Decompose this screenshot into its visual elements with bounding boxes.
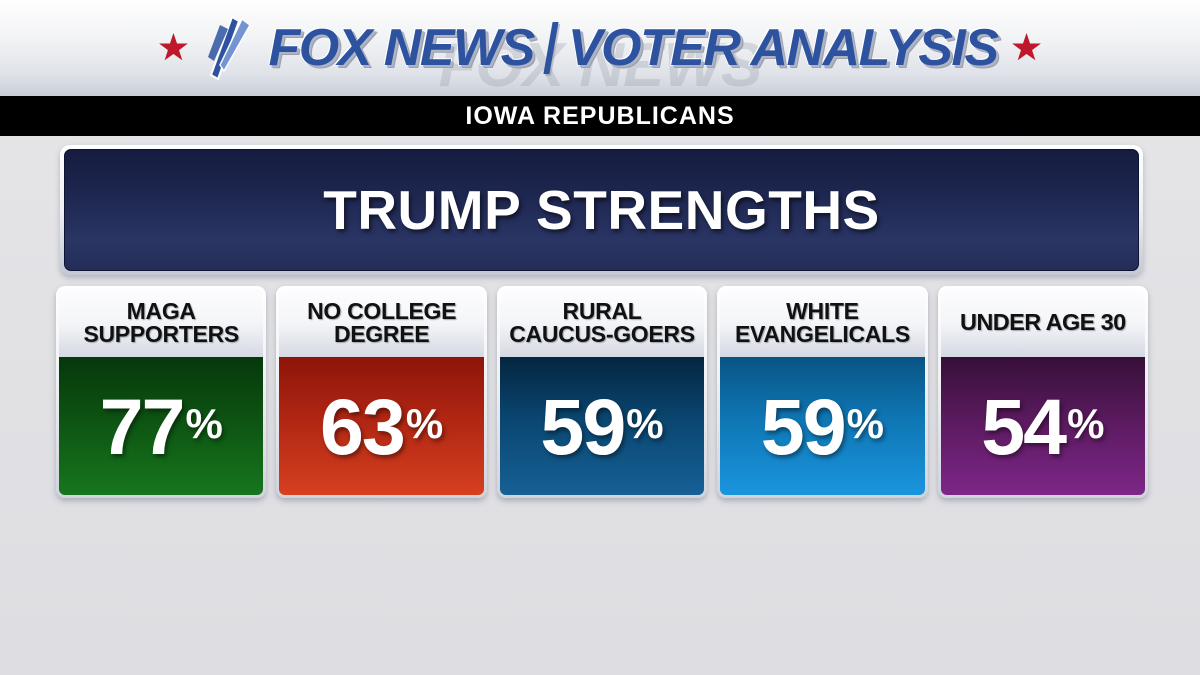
- stat-card-row: MAGA SUPPORTERS 77 % NO COLLEGE DEGREE 6…: [56, 286, 1149, 498]
- stat-card-label: UNDER AGE 30: [940, 289, 1146, 357]
- stat-card: RURAL CAUCUS-GOERS 59 %: [496, 286, 708, 498]
- percent-symbol: %: [846, 400, 885, 447]
- stat-label-line1: WHITE: [786, 297, 859, 324]
- title-panel: TRUMP STRENGTHS: [60, 145, 1143, 275]
- fox-news-logo-bar: FOX NEWS FOX NEWS VOTER ANALYSIS: [0, 0, 1200, 96]
- logo-content: FOX NEWS VOTER ANALYSIS: [0, 0, 1200, 96]
- stat-value: 63: [319, 381, 406, 471]
- stat-value: 77: [99, 381, 186, 471]
- logo-divider: [543, 22, 559, 74]
- stat-label-line2: DEGREE: [333, 321, 430, 347]
- percent-symbol: %: [626, 400, 664, 447]
- stat-card-label: NO COLLEGE DEGREE: [279, 289, 484, 357]
- stat-card-value: 77 %: [59, 357, 264, 495]
- stat-label-line1: RURAL: [562, 297, 642, 324]
- stat-label-line1: NO COLLEGE: [307, 297, 457, 324]
- brand-voter-analysis: VOTER ANALYSIS: [567, 18, 1000, 78]
- stat-card: UNDER AGE 30 54 %: [937, 286, 1149, 498]
- stat-card-label: RURAL CAUCUS-GOERS: [499, 289, 705, 357]
- stat-label-line1: MAGA: [126, 297, 196, 324]
- stat-card-value: 59 %: [499, 357, 705, 495]
- searchlight-beam-icon: [202, 15, 254, 81]
- percent-symbol: %: [185, 400, 223, 447]
- stat-value: 54: [981, 381, 1067, 471]
- stat-label-line2: CAUCUS-GOERS: [509, 321, 695, 347]
- percent-symbol: %: [405, 400, 444, 447]
- stat-value: 59: [760, 381, 847, 471]
- stat-card: MAGA SUPPORTERS 77 %: [56, 286, 267, 498]
- stat-card-value: 63 %: [279, 357, 484, 495]
- stat-card-value: 59 %: [720, 357, 925, 495]
- stat-card-label: WHITE EVANGELICALS: [720, 289, 925, 357]
- brand-fox-news: FOX NEWS: [268, 18, 536, 78]
- stat-label-line2: EVANGELICALS: [734, 321, 910, 347]
- subtitle-band: IOWA REPUBLICANS: [0, 96, 1200, 136]
- stat-label-line2: SUPPORTERS: [83, 321, 239, 347]
- stat-label-line1: UNDER AGE 30: [960, 309, 1126, 336]
- stat-card: NO COLLEGE DEGREE 63 %: [276, 286, 487, 498]
- page-title: TRUMP STRENGTHS: [323, 179, 880, 241]
- stat-card-label: MAGA SUPPORTERS: [59, 289, 264, 357]
- percent-symbol: %: [1067, 400, 1105, 447]
- stat-card-value: 54 %: [940, 357, 1146, 495]
- star-icon: [159, 33, 188, 61]
- stat-value: 59: [540, 381, 626, 471]
- title-panel-inner: TRUMP STRENGTHS: [64, 149, 1139, 271]
- subtitle-text: IOWA REPUBLICANS: [465, 101, 735, 130]
- stat-card: WHITE EVANGELICALS 59 %: [717, 286, 928, 498]
- star-icon: [1012, 33, 1041, 61]
